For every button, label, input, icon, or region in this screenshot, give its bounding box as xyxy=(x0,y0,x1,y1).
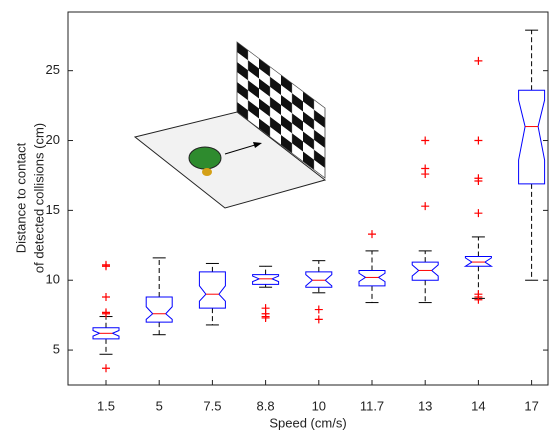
x-tick-label: 8.8 xyxy=(257,398,275,413)
y-axis-label: Distance to contact xyxy=(13,142,28,253)
outlier xyxy=(421,202,430,211)
box xyxy=(198,271,226,309)
x-tick-label: 1.5 xyxy=(97,398,115,413)
outlier xyxy=(421,164,430,173)
box xyxy=(411,261,439,281)
x-tick-label: 11.7 xyxy=(360,398,384,413)
outlier xyxy=(421,136,430,145)
outlier xyxy=(261,313,270,322)
x-tick-label: 5 xyxy=(156,398,163,413)
outlier xyxy=(314,315,323,324)
inset-illustration xyxy=(133,41,327,209)
box xyxy=(358,269,386,287)
y-tick-label: 15 xyxy=(46,202,60,217)
outlier xyxy=(474,177,483,186)
x-tick-label: 17 xyxy=(524,398,538,413)
x-tick-label: 13 xyxy=(418,398,432,413)
outlier xyxy=(474,209,483,218)
outlier xyxy=(102,260,110,269)
outlier xyxy=(102,292,110,301)
x-tick-label: 14 xyxy=(471,398,485,413)
outlier xyxy=(314,305,323,314)
outlier xyxy=(474,56,483,65)
y-tick-label: 10 xyxy=(46,272,60,287)
outlier xyxy=(474,295,483,304)
box xyxy=(145,296,173,323)
box xyxy=(463,255,494,267)
y-tick-label: 20 xyxy=(46,132,60,147)
box xyxy=(252,274,280,285)
outlier xyxy=(102,308,110,317)
y-tick-label: 25 xyxy=(46,62,60,77)
x-tick-label: 10 xyxy=(312,398,326,413)
outlier xyxy=(102,364,110,373)
box xyxy=(92,327,120,340)
x-axis-label: Speed (cm/s) xyxy=(269,415,346,430)
outlier xyxy=(368,230,376,239)
y-axis-label: of detected collisions (cm) xyxy=(31,123,46,273)
y-tick-label: 5 xyxy=(53,342,60,357)
x-tick-label: 7.5 xyxy=(203,398,221,413)
box xyxy=(305,271,333,288)
outlier xyxy=(474,136,483,145)
box xyxy=(518,89,546,185)
axes-box xyxy=(67,11,549,386)
